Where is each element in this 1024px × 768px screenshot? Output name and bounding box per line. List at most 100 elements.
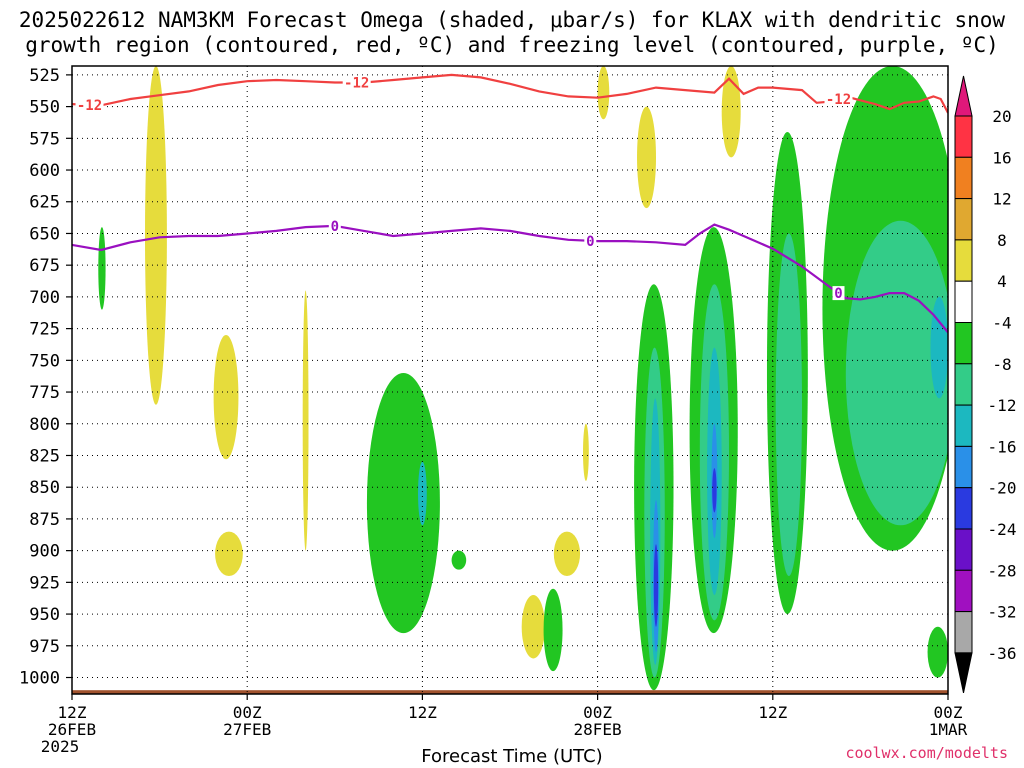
colorbar-level-label-12: -32 <box>988 603 1017 622</box>
omega-shaded-region-12 <box>451 550 467 570</box>
y-tick-label-625: 625 <box>29 193 60 213</box>
colorbar-level-label-7: -12 <box>988 396 1017 415</box>
y-tick-label-675: 675 <box>29 256 60 276</box>
colorbar-bin-2 <box>954 198 973 241</box>
omega-shaded-region-21 <box>775 233 802 577</box>
colorbar-bin-4 <box>954 280 973 324</box>
colorbar-level-label-13: -36 <box>988 644 1017 663</box>
site-credit: coolwx.com/modelts <box>845 744 1008 762</box>
colorbar-bin-1 <box>954 156 973 200</box>
x-tick-label-0-0: 12Z <box>58 703 87 722</box>
plot-border <box>71 65 949 695</box>
colorbar-bin-7 <box>954 404 973 447</box>
y-tick-label-650: 650 <box>29 224 60 244</box>
x-tick-label-3-1: 28FEB <box>574 720 622 739</box>
x-tick-label-1-0: 00Z <box>233 703 262 722</box>
y-tick-label-700: 700 <box>29 288 60 308</box>
colorbar-level-label-10: -24 <box>988 520 1017 539</box>
contour-label-bg-0-2 <box>824 91 853 106</box>
colorbar-bin-0 <box>954 115 973 158</box>
y-tick-label-750: 750 <box>29 351 60 371</box>
gridlines <box>72 66 948 694</box>
contour-label-0-2: -12 <box>826 92 851 108</box>
contour-label-1-1: 0 <box>586 234 594 250</box>
omega-shaded-region-2 <box>215 531 243 577</box>
colorbar-level-label-1: 16 <box>992 148 1011 167</box>
chart-title-line-2: growth region (contoured, red, ºC) and f… <box>25 33 999 57</box>
omega-shaded-region-29 <box>653 544 659 627</box>
colorbar-level-label-11: -28 <box>988 561 1017 580</box>
y-tick-label-775: 775 <box>29 383 60 403</box>
omega-shaded-field <box>72 66 948 694</box>
y-tick-label-850: 850 <box>29 478 60 498</box>
contour-label-bg-1-0 <box>328 218 341 233</box>
y-tick-label-925: 925 <box>29 573 60 593</box>
y-tick-label-950: 950 <box>29 605 60 625</box>
contour-label-bg-1-1 <box>584 233 597 248</box>
x-tick-label-5-1: 1MAR <box>929 720 968 739</box>
colorbar-bin-11 <box>954 569 973 613</box>
colorbar-level-label-4: 4 <box>997 272 1007 291</box>
y-tick-label-725: 725 <box>29 320 60 340</box>
colorbar-legend: 20 16 12 8 4 -4 -8 -12 -16 -20 -24 -28 -32 -36 <box>954 75 1017 694</box>
y-tick-label-900: 900 <box>29 542 60 562</box>
x-tick-label-2-0: 12Z <box>408 703 437 722</box>
contour-label-bg-0-1 <box>342 75 371 90</box>
colorbar-bottom-arrow <box>954 652 973 694</box>
y-tick-label-825: 825 <box>29 446 60 466</box>
y-tick-label-600: 600 <box>29 161 60 181</box>
contour-label-bg-1-2 <box>832 286 845 301</box>
omega-shaded-region-26 <box>930 296 948 399</box>
omega-shaded-region-5 <box>553 531 581 577</box>
colorbar-bin-10 <box>954 528 973 571</box>
x-tick-label-0-2: 2025 <box>41 737 80 756</box>
x-tick-label-4-0: 12Z <box>758 703 787 722</box>
contour-line-1 <box>72 223 948 334</box>
omega-shaded-region-7 <box>597 66 610 120</box>
omega-shaded-region-3 <box>302 290 309 551</box>
y-tick-label-1000: 1000 <box>19 669 60 689</box>
colorbar-level-label-6: -8 <box>992 355 1011 374</box>
omega-shaded-region-13 <box>543 588 563 672</box>
contour-lines: -12 -12 -12 0 0 0 <box>72 73 948 334</box>
surface-terrain-band <box>72 690 948 694</box>
colorbar-level-label-3: 8 <box>997 231 1007 250</box>
y-tick-label-875: 875 <box>29 510 60 530</box>
x-axis-title: Forecast Time (UTC) <box>421 746 603 767</box>
colorbar-level-label-0: 20 <box>992 107 1011 126</box>
omega-shaded-region-10 <box>98 227 106 310</box>
omega-shaded-region-1 <box>213 334 239 460</box>
colorbar-bin-5 <box>954 322 973 365</box>
omega-shaded-region-25 <box>418 461 427 526</box>
colorbar-bin-9 <box>954 487 973 530</box>
y-tick-label-800: 800 <box>29 415 60 435</box>
x-tick-label-5-0: 00Z <box>934 703 963 722</box>
contour-label-0-1: -12 <box>344 75 369 91</box>
colorbar-bin-12 <box>954 611 973 654</box>
colorbar-bin-3 <box>954 239 973 282</box>
omega-shaded-region-4 <box>521 595 546 659</box>
contour-label-0-0: -12 <box>77 98 102 114</box>
contour-label-bg-0-0 <box>75 97 104 112</box>
contour-label-1-2: 0 <box>834 286 842 302</box>
omega-shaded-region-8 <box>637 106 656 209</box>
omega-shaded-region-9 <box>721 66 741 158</box>
colorbar-level-label-8: -16 <box>988 437 1017 456</box>
chart-title-line-1: 2025022612 NAM3KM Forecast Omega (shaded… <box>18 8 1006 32</box>
omega-shaded-region-11 <box>366 373 440 634</box>
contour-line-0 <box>72 73 948 114</box>
colorbar-bin-6 <box>954 363 973 406</box>
omega-shaded-region-18 <box>927 626 948 678</box>
x-tick-label-1-1: 27FEB <box>223 720 271 739</box>
colorbar-level-label-5: -4 <box>992 314 1011 333</box>
contour-label-1-0: 0 <box>331 219 339 235</box>
y-tick-label-975: 975 <box>29 637 60 657</box>
colorbar-top-arrow <box>954 75 973 117</box>
colorbar-level-label-2: 12 <box>992 190 1011 209</box>
colorbar-bin-8 <box>954 445 973 489</box>
y-tick-label-575: 575 <box>29 129 60 149</box>
plot-frame <box>66 65 949 700</box>
pressure-tick-labels: 525 550 575 600 625 650 675 700 725 750 775 800 825 8… <box>19 66 60 689</box>
